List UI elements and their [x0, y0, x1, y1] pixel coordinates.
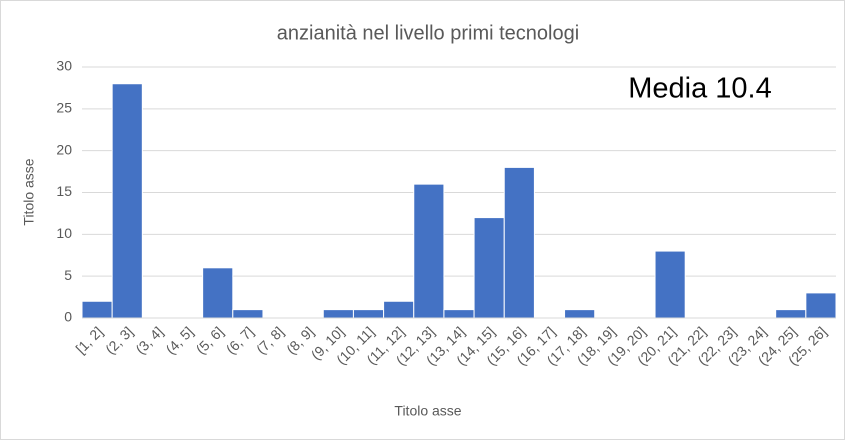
y-tick-label: 25 — [56, 100, 72, 116]
y-axis-label: Titolo asse — [21, 158, 37, 225]
bar — [473, 217, 505, 319]
y-tick-label: 30 — [56, 58, 72, 74]
bar — [111, 83, 143, 319]
bar — [503, 166, 535, 319]
bar — [443, 309, 475, 319]
y-tick-label: 10 — [56, 225, 72, 241]
bar — [81, 300, 113, 319]
bar — [383, 300, 415, 319]
annotation: Media 10.4 — [628, 73, 772, 105]
x-axis-label: Titolo asse — [394, 403, 461, 419]
y-tick-label: 15 — [56, 183, 72, 199]
y-tick-label: 20 — [56, 141, 72, 157]
bar — [775, 309, 807, 319]
bar — [654, 250, 686, 319]
bar — [564, 309, 596, 319]
bar — [805, 292, 837, 319]
chart-title: anzianità nel livello primi tecnologi — [277, 22, 579, 44]
bar — [352, 309, 385, 319]
bar — [202, 267, 234, 319]
bar — [413, 183, 445, 319]
y-tick-label: 0 — [64, 309, 72, 325]
bar — [322, 309, 354, 319]
y-tick-label: 5 — [64, 267, 72, 283]
bar — [232, 309, 264, 319]
